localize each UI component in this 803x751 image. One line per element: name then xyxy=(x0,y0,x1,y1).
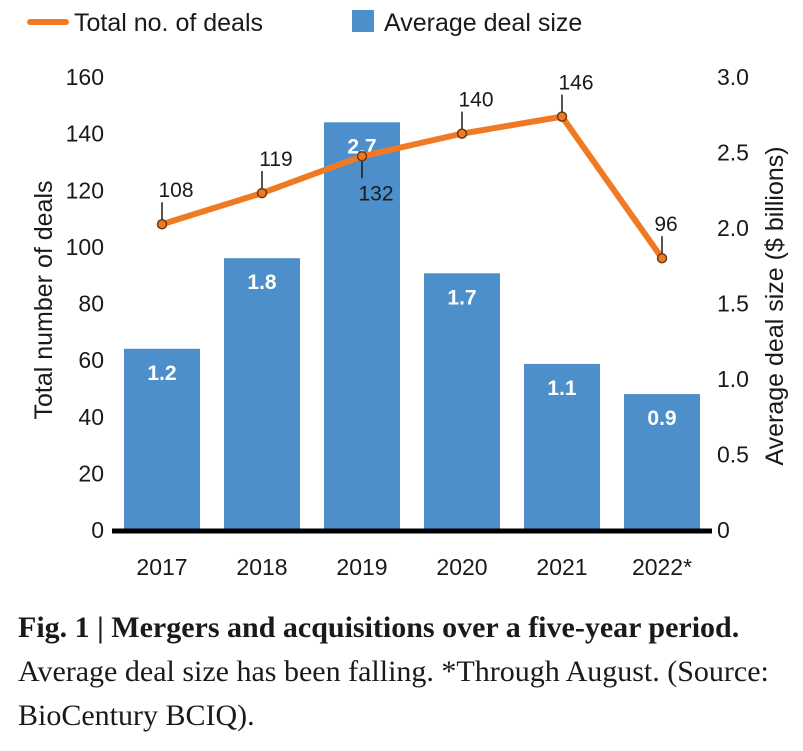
bar-2021 xyxy=(524,363,600,530)
caption-text: Average deal size has been falling. *Thr… xyxy=(18,655,769,732)
y2-tick-label: 1.0 xyxy=(717,366,749,392)
deals-point xyxy=(456,128,468,139)
y2-tick-label: 3.0 xyxy=(717,64,749,90)
legend-label-deal-size: Average deal size xyxy=(384,9,582,37)
bar-value-label: 1.8 xyxy=(247,271,277,294)
bar-value-label: 1.7 xyxy=(447,286,476,309)
y-tick-label: 140 xyxy=(66,121,104,147)
x-tick-label: 2018 xyxy=(236,554,287,580)
bar-2019 xyxy=(324,122,400,531)
x-tick-label: 2021 xyxy=(536,554,587,580)
legend-bar-swatch xyxy=(352,10,374,32)
figure-caption: Fig. 1 | Mergers and acquisitions over a… xyxy=(18,606,788,738)
y-tick-label: 160 xyxy=(66,64,104,90)
deals-point-label: 96 xyxy=(654,213,677,236)
y2-tick-label: 2.0 xyxy=(717,215,749,241)
deals-line xyxy=(159,113,665,262)
deals-point xyxy=(256,187,268,199)
y-tick-label: 0 xyxy=(91,517,104,543)
chart: Total no. of deals Average deal size 1.2… xyxy=(27,9,789,580)
x-tick-label: 2019 xyxy=(336,554,387,580)
bar-2017 xyxy=(124,348,200,530)
x-tick-label: 2020 xyxy=(436,554,487,580)
deals-point-label: 119 xyxy=(259,148,292,171)
y-tick-label: 20 xyxy=(78,460,104,486)
deals-point-label: 108 xyxy=(158,179,193,202)
deals-point-label: 132 xyxy=(358,182,393,205)
y-tick-label: 60 xyxy=(78,347,104,373)
bar-2022 xyxy=(624,394,700,530)
deals-point-label: 146 xyxy=(558,72,593,95)
bar-value-label: 1.2 xyxy=(147,362,176,385)
deals-point xyxy=(356,151,368,162)
deals-point-label: 140 xyxy=(458,89,493,112)
y2-axis-title: Average deal size ($ billions) xyxy=(761,146,789,465)
y-tick-label: 40 xyxy=(78,404,104,430)
bar-2018 xyxy=(224,258,300,530)
bar-value-label: 1.1 xyxy=(547,377,577,400)
y2-tick-label: 0.5 xyxy=(717,442,749,468)
deals-point xyxy=(556,111,568,122)
y-tick-label: 100 xyxy=(66,234,104,260)
y2-tick-label: 0 xyxy=(717,517,730,543)
caption-figure-label: Fig. 1 | Mergers and acquisitions over a… xyxy=(18,611,740,644)
x-tick-label: 2022* xyxy=(632,554,692,580)
bar-2020 xyxy=(424,273,500,530)
legend: Total no. of deals Average deal size xyxy=(27,9,582,37)
y-tick-label: 80 xyxy=(78,291,104,317)
y-tick-label: 120 xyxy=(66,177,104,203)
y2-tick-label: 2.5 xyxy=(717,140,749,166)
bar-value-label: 0.9 xyxy=(647,407,676,430)
y2-tick-label: 1.5 xyxy=(717,291,749,317)
deals-point xyxy=(156,218,168,230)
x-tick-label: 2017 xyxy=(136,554,187,580)
y-axis-title: Total number of deals xyxy=(30,180,58,419)
legend-label-deals: Total no. of deals xyxy=(74,9,263,37)
deals-point xyxy=(656,252,668,264)
